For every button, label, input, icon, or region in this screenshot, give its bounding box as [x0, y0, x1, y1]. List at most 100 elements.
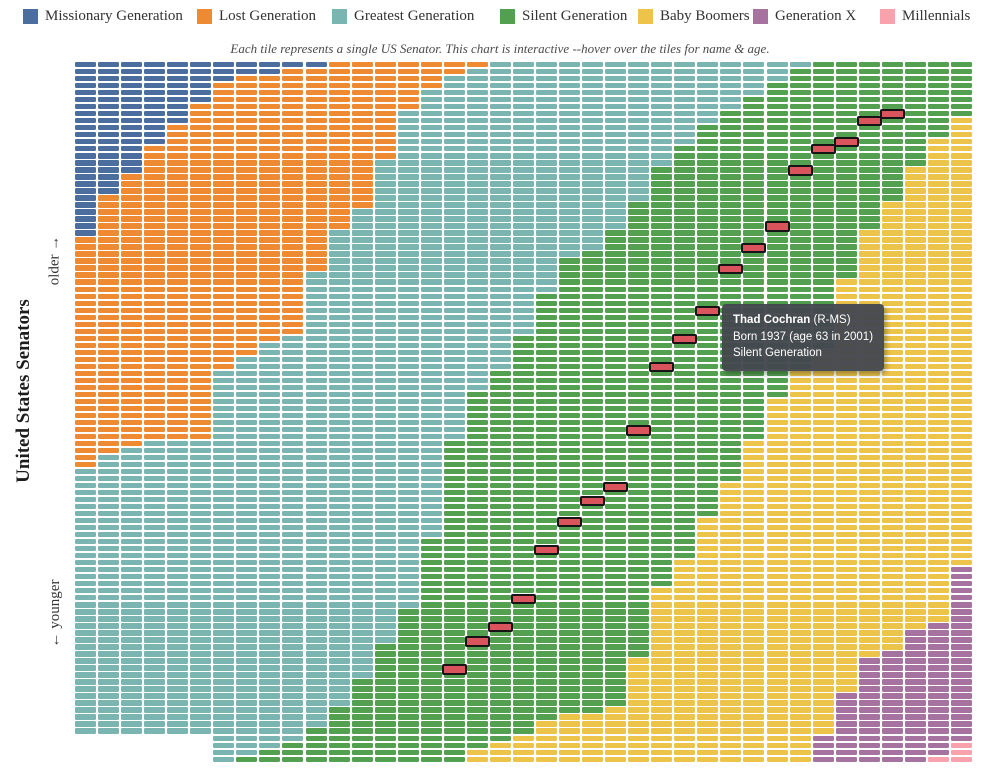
senator-tile[interactable] — [397, 405, 419, 412]
senator-tile[interactable] — [766, 539, 788, 545]
senator-tile[interactable] — [259, 300, 281, 306]
senator-tile[interactable] — [466, 97, 488, 103]
senator-tile[interactable] — [536, 749, 557, 755]
senator-tile[interactable] — [282, 742, 304, 748]
senator-tile[interactable] — [98, 623, 120, 629]
senator-tile[interactable] — [121, 426, 143, 433]
senator-tile[interactable] — [282, 244, 304, 250]
senator-tile[interactable] — [697, 700, 719, 706]
senator-tile[interactable] — [512, 118, 534, 124]
senator-tile[interactable] — [950, 595, 972, 601]
senator-tile[interactable] — [236, 623, 258, 629]
senator-tile[interactable] — [559, 335, 581, 341]
senator-tile[interactable] — [121, 377, 143, 383]
senator-tile[interactable] — [720, 174, 742, 180]
senator-tile[interactable] — [213, 714, 235, 720]
senator-tile[interactable] — [628, 223, 650, 229]
senator-tile[interactable] — [743, 391, 765, 398]
senator-tile[interactable] — [236, 307, 258, 313]
senator-tile[interactable] — [512, 700, 534, 706]
senator-tile[interactable] — [904, 454, 926, 461]
senator-tile[interactable] — [743, 679, 765, 685]
senator-tile[interactable] — [812, 546, 834, 552]
senator-tile[interactable] — [835, 237, 857, 243]
senator-tile[interactable] — [213, 461, 235, 468]
senator-tile[interactable] — [75, 307, 96, 313]
senator-tile[interactable] — [812, 511, 834, 517]
senator-tile[interactable] — [904, 328, 926, 334]
senator-tile[interactable] — [582, 111, 604, 117]
senator-tile[interactable] — [420, 539, 442, 545]
senator-tile[interactable] — [305, 223, 327, 229]
senator-tile[interactable] — [144, 518, 166, 524]
senator-tile[interactable] — [812, 237, 834, 243]
senator-tile[interactable] — [605, 104, 627, 110]
senator-tile[interactable] — [489, 665, 511, 671]
senator-tile[interactable] — [420, 160, 442, 166]
senator-tile[interactable] — [766, 209, 788, 215]
senator-tile[interactable] — [328, 349, 350, 355]
senator-tile[interactable] — [75, 518, 96, 524]
senator-tile[interactable] — [605, 181, 627, 187]
senator-tile[interactable] — [766, 616, 788, 622]
senator-tile[interactable] — [466, 602, 488, 608]
senator-tile[interactable] — [305, 335, 327, 341]
senator-tile[interactable] — [259, 258, 281, 264]
senator-tile[interactable] — [374, 581, 396, 587]
senator-tile[interactable] — [904, 475, 926, 482]
senator-tile[interactable] — [743, 475, 765, 482]
senator-tile[interactable] — [789, 609, 811, 615]
senator-tile[interactable] — [605, 665, 627, 671]
senator-tile[interactable] — [512, 195, 534, 201]
senator-tile[interactable] — [443, 244, 465, 250]
senator-tile[interactable] — [628, 237, 650, 243]
senator-tile[interactable] — [559, 742, 581, 748]
senator-tile[interactable] — [835, 209, 857, 215]
senator-tile[interactable] — [950, 651, 972, 657]
senator-tile[interactable] — [374, 609, 396, 615]
senator-tile[interactable] — [881, 756, 903, 762]
senator-tile[interactable] — [259, 188, 281, 194]
senator-tile[interactable] — [75, 595, 96, 601]
senator-tile[interactable] — [743, 426, 765, 433]
senator-tile[interactable] — [512, 153, 534, 159]
senator-tile[interactable] — [351, 728, 373, 734]
senator-tile[interactable] — [351, 553, 373, 559]
senator-tile[interactable] — [766, 426, 788, 433]
senator-tile[interactable] — [259, 496, 281, 503]
senator-tile[interactable] — [144, 440, 166, 447]
senator-tile[interactable] — [167, 76, 189, 82]
senator-tile[interactable] — [167, 384, 189, 391]
senator-tile[interactable] — [881, 314, 903, 320]
senator-tile[interactable] — [167, 132, 189, 138]
senator-tile[interactable] — [443, 461, 465, 468]
senator-tile[interactable] — [812, 749, 834, 755]
senator-tile[interactable] — [144, 525, 166, 531]
senator-tile[interactable] — [605, 251, 627, 257]
senator-tile[interactable] — [167, 160, 189, 166]
senator-tile[interactable] — [259, 658, 281, 664]
senator-tile[interactable] — [720, 83, 742, 89]
senator-tile[interactable] — [75, 433, 96, 440]
senator-tile[interactable] — [466, 644, 488, 650]
senator-tile[interactable] — [259, 62, 281, 68]
senator-tile[interactable] — [190, 384, 212, 391]
senator-tile[interactable] — [282, 314, 304, 320]
senator-tile[interactable] — [213, 735, 235, 741]
senator-tile[interactable] — [75, 83, 96, 89]
senator-tile[interactable] — [605, 609, 627, 615]
senator-tile[interactable] — [582, 258, 604, 264]
senator-tile[interactable] — [466, 251, 488, 257]
senator-tile[interactable] — [720, 707, 742, 713]
senator-tile[interactable] — [950, 686, 972, 692]
senator-tile[interactable] — [397, 658, 419, 664]
senator-tile[interactable] — [443, 644, 465, 650]
senator-tile[interactable] — [927, 265, 949, 271]
senator-tile[interactable] — [236, 286, 258, 292]
senator-tile[interactable] — [167, 216, 189, 222]
senator-tile[interactable] — [559, 496, 581, 503]
senator-tile[interactable] — [766, 146, 788, 152]
senator-tile[interactable] — [559, 251, 581, 257]
senator-tile[interactable] — [697, 195, 719, 201]
senator-tile[interactable] — [167, 335, 189, 341]
